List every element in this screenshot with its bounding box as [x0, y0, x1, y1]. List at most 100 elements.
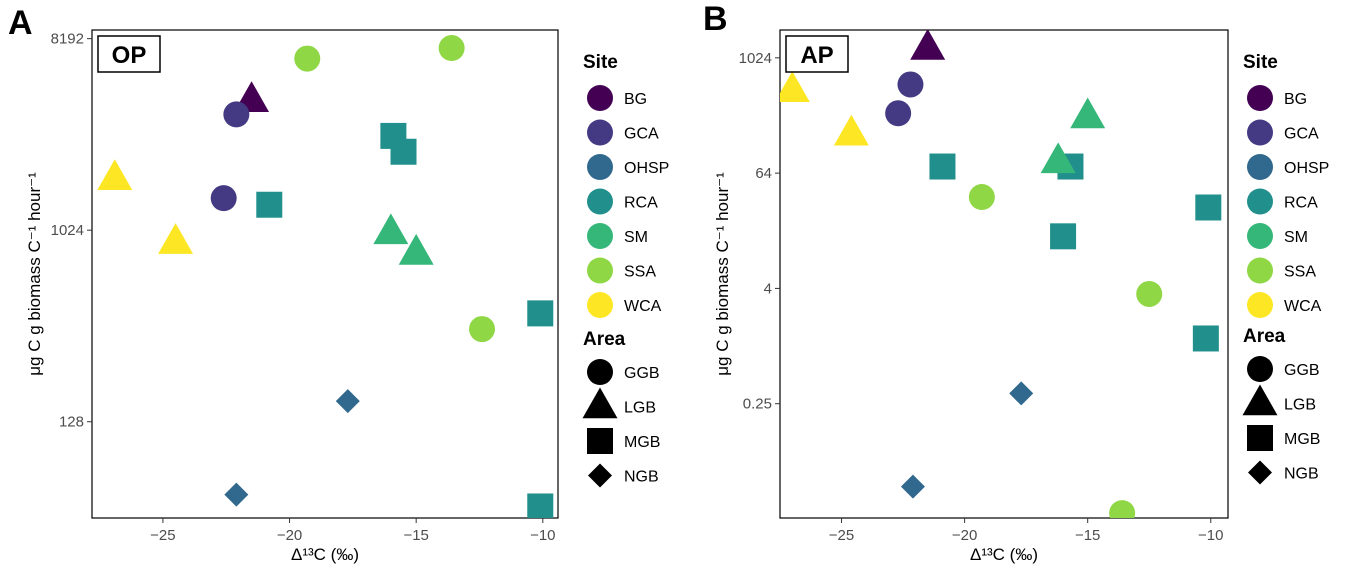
data-point	[527, 493, 554, 518]
panel-tag-text: AP	[800, 42, 833, 69]
legend-site-label: OHSP	[1284, 160, 1329, 177]
data-point	[885, 100, 912, 127]
data-point	[527, 300, 554, 327]
legend-area-label: GGB	[624, 365, 660, 382]
x-axis-title: Δ¹³C (‰)	[291, 545, 359, 564]
data-point	[390, 138, 417, 165]
data-point	[1070, 97, 1106, 129]
panel-tag-box	[97, 35, 161, 73]
legend-site-label: SM	[1284, 229, 1308, 246]
x-tick-label: −25	[829, 527, 854, 544]
data-point	[929, 153, 956, 180]
panel-letter: B	[703, 0, 728, 38]
data-point	[1040, 142, 1076, 174]
legend-site-swatch	[587, 188, 613, 215]
y-tick-label: 4	[764, 280, 772, 297]
data-point	[897, 71, 924, 98]
legend-site-swatch	[1247, 154, 1273, 180]
legend-site-swatch	[1247, 119, 1273, 146]
y-tick-label: 0.25	[743, 396, 772, 413]
data-points	[97, 35, 554, 518]
legend-area-swatch	[587, 428, 613, 454]
data-point	[438, 35, 465, 62]
legend-area-label: NGB	[624, 469, 659, 486]
y-tick-label: 128	[59, 414, 84, 431]
data-point	[1136, 280, 1163, 307]
legend-site-swatch	[587, 292, 613, 318]
data-point	[158, 223, 194, 254]
x-tick-label: −10	[530, 527, 555, 544]
legend-site-label: WCA	[1284, 298, 1322, 315]
x-tick-label: −20	[952, 527, 977, 544]
data-point	[968, 184, 995, 211]
legend-site-label: GCA	[624, 126, 659, 143]
data-points	[780, 30, 1222, 518]
data-point	[780, 71, 810, 102]
legend-site-title: Site	[1243, 52, 1278, 73]
legend-site-label: RCA	[1284, 195, 1318, 212]
data-point	[1192, 325, 1219, 352]
panel-a: A −25 −20 −15 −10 128 1024 8192 Δ¹³C (‰) μg C g b…	[8, 4, 669, 564]
x-tick-label: −10	[1198, 527, 1223, 544]
legend-area-swatch	[1247, 356, 1273, 382]
legend-site-title: Site	[583, 52, 618, 73]
legend-area-title: Area	[1243, 326, 1286, 347]
x-axis-title: Δ¹³C (‰)	[970, 545, 1038, 564]
data-point	[256, 191, 283, 218]
legend-site-swatch	[1247, 188, 1273, 215]
legend-site-swatch	[587, 257, 613, 284]
panel-tag-text: OP	[112, 42, 147, 69]
y-tick-label: 1024	[51, 222, 84, 239]
data-point	[224, 482, 249, 507]
plot-frame	[779, 29, 1229, 519]
legend-site-swatch	[587, 154, 613, 180]
y-tick-label: 8192	[51, 31, 84, 48]
panel-letter: A	[8, 4, 33, 42]
data-point	[1050, 223, 1077, 250]
legend: Site BG GCA OHSP RCA SM SSA WCA Area GGB LGB MGB NGB	[1242, 52, 1329, 485]
data-point	[223, 101, 250, 128]
data-point	[1109, 500, 1136, 518]
legend-site-label: BG	[1284, 91, 1307, 108]
data-point	[210, 185, 237, 212]
data-point	[469, 316, 496, 343]
legend-site-label: RCA	[624, 195, 658, 212]
panel-b: B −25 −20 −15 −10 0.25 4 64 1024 Δ¹³C (‰) μg C g b…	[703, 0, 1329, 564]
legend-area-swatch	[587, 359, 613, 385]
legend-site-swatch	[1247, 292, 1273, 318]
y-axis-title: μg C g biomass C⁻¹ hour⁻¹	[713, 172, 732, 376]
x-tick-label: −20	[277, 527, 302, 544]
legend-site-swatch	[587, 85, 613, 111]
legend-site-label: BG	[624, 91, 647, 108]
legend-site-swatch	[587, 119, 613, 146]
legend-site-swatch	[1247, 85, 1273, 111]
legend-site-swatch	[1247, 257, 1273, 284]
data-point	[910, 30, 946, 60]
data-point	[833, 114, 869, 146]
legend-site-swatch	[1247, 223, 1273, 249]
legend-area-swatch	[582, 387, 618, 419]
y-tick-label: 64	[755, 165, 772, 182]
legend-site-label: GCA	[1284, 126, 1319, 143]
legend-site-label: WCA	[624, 298, 662, 315]
plot-frame	[91, 29, 559, 519]
legend-site-label: SM	[624, 229, 648, 246]
x-tick-label: −15	[403, 527, 428, 544]
legend-area-title: Area	[583, 329, 626, 350]
legend-area-swatch	[1248, 460, 1272, 485]
legend-area-swatch	[1247, 425, 1273, 451]
x-tick-label: −15	[1075, 527, 1100, 544]
data-point	[373, 213, 409, 245]
data-point	[398, 233, 434, 265]
panel-tag: AP	[785, 35, 849, 73]
data-point	[335, 389, 360, 414]
panel-tag-box	[785, 35, 849, 73]
legend-area-swatch	[588, 463, 612, 488]
legend-area-label: LGB	[624, 400, 656, 417]
legend-site-label: OHSP	[624, 160, 669, 177]
legend: Site BG GCA OHSP RCA SM SSA WCA Area GGB LGB MGB NGB	[582, 52, 669, 488]
legend-area-swatch	[1242, 384, 1278, 416]
legend-site-label: SSA	[624, 264, 656, 281]
legend-area-label: NGB	[1284, 466, 1319, 483]
